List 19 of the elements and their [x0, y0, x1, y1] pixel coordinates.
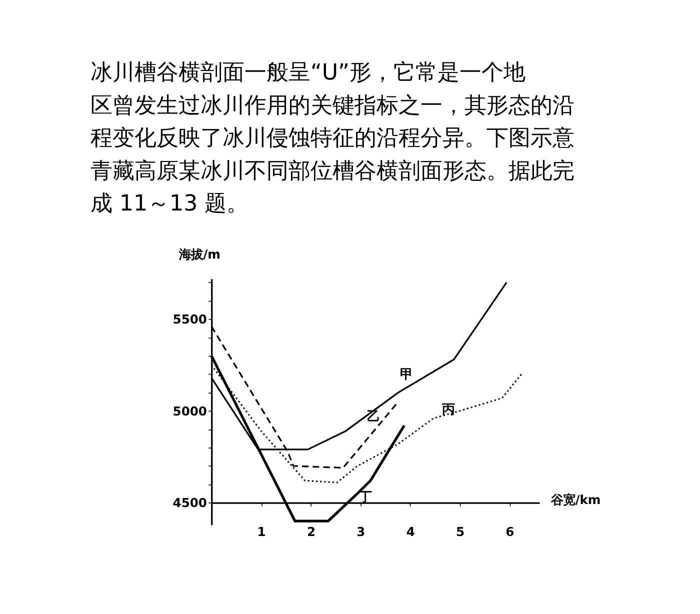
- y-tick-label: 5000: [172, 404, 207, 418]
- text: 程变化反映了冰川侵蚀特征的沿程分异。下图示意: [90, 125, 574, 152]
- x-tick-label: 3: [356, 524, 366, 539]
- x-tick-label: 6: [506, 524, 514, 539]
- text: 区曾发生过冰川作用的关键指标之一，其形态的沿: [90, 92, 574, 118]
- series-label: 乙: [367, 410, 380, 425]
- series-label: 甲: [400, 368, 413, 383]
- x-tick-label: 2: [306, 524, 316, 539]
- x-tick-label: 1: [257, 524, 266, 539]
- text: 成 11～13 题。: [90, 190, 249, 217]
- x-tick-label: 4: [406, 524, 415, 539]
- x-tick-label: 5: [456, 524, 465, 539]
- y-axis-title: 海拔/m: [178, 248, 220, 262]
- text: 冰川槽谷横剖面一般呈“U”形，它常是一个地: [90, 60, 526, 86]
- x-axis-title: 谷宽/km: [550, 492, 601, 507]
- series-label: 丙: [440, 402, 455, 418]
- y-tick-label: 4500: [172, 496, 207, 510]
- y-tick-label: 5500: [172, 312, 207, 327]
- text: 青藏高原某冰川不同部位槽谷横剖面形态。据此完: [90, 158, 574, 184]
